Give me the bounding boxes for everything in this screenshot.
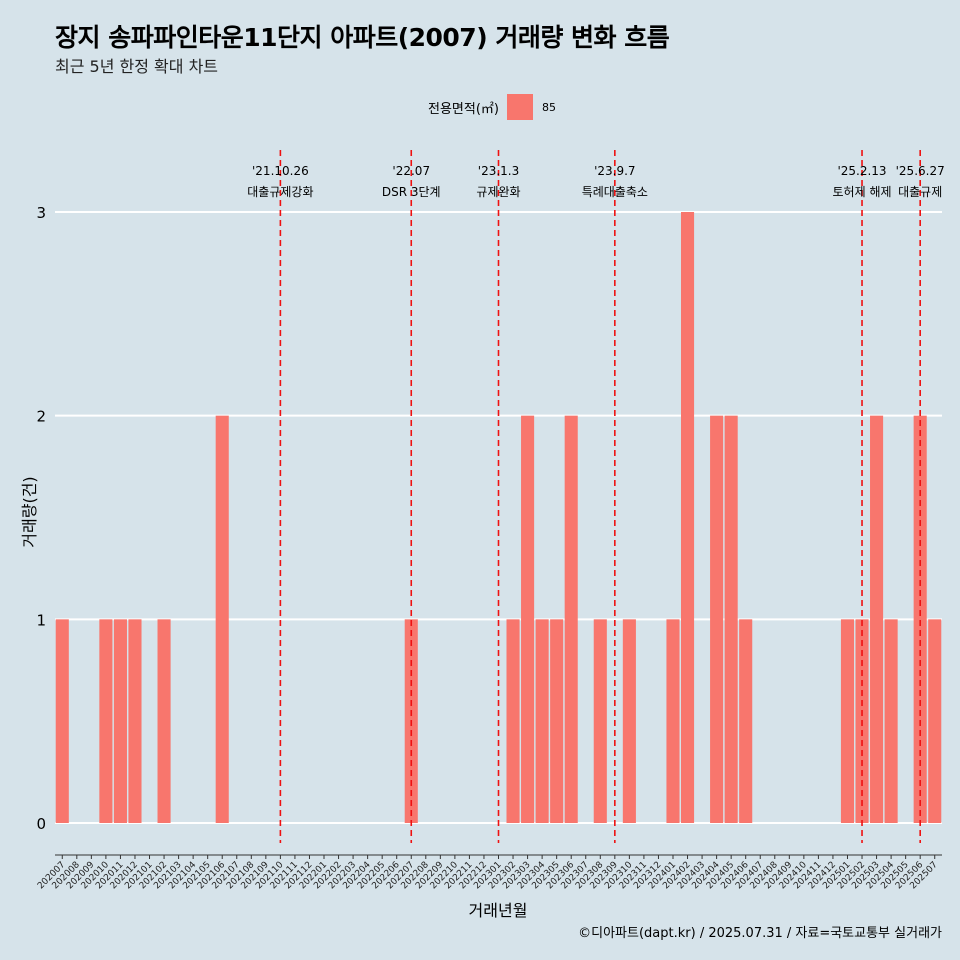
event-label: 대출규제강화 [247,185,313,199]
chart-subtitle: 최근 5년 한정 확대 차트 [55,57,219,76]
bar [215,415,229,823]
event-label: DSR 3단계 [382,185,441,199]
event-date: '22.07 [392,164,430,178]
event-date: '23.9.7 [594,164,635,178]
bar [622,619,636,823]
event-label: 규제완화 [476,185,520,199]
bar [99,619,113,823]
event-date: '25.6.27 [896,164,945,178]
bar [739,619,753,823]
event-label: 토허제 해제 [833,185,892,199]
bar [564,415,578,823]
bar [506,619,520,823]
bar [113,619,127,823]
bar [128,619,142,823]
bar [55,619,69,823]
legend-color-key [506,94,533,120]
bar [535,619,549,823]
y-tick-label: 3 [36,204,46,222]
bar [913,415,927,823]
y-tick-label: 2 [36,408,46,426]
bar [928,619,942,823]
bar [521,415,535,823]
bar [884,619,898,823]
bar [680,212,695,823]
event-date: '23.1.3 [478,164,519,178]
event-date: '25.2.13 [837,164,886,178]
legend: 전용면적(㎡) 85 [428,94,556,120]
bar [666,619,680,823]
x-axis-label: 거래년월 [468,901,528,920]
y-tick-label: 1 [36,611,46,629]
event-date: '21.10.26 [252,164,309,178]
bar [870,415,884,823]
bar [593,619,607,823]
y-tick-label: 0 [36,815,46,833]
bar [724,415,738,823]
event-label: 대출규제 [898,185,942,199]
bar [840,619,855,823]
source-caption: ©디아파트(dapt.kr) / 2025.07.31 / 자료=국토교통부 실… [578,926,942,941]
event-label: 특례대출축소 [582,185,648,199]
bar [710,415,724,823]
y-axis-label: 거래량(건) [20,476,39,548]
bar [550,619,564,823]
legend-title: 전용면적(㎡) [428,101,499,117]
bar [157,619,171,823]
legend-label: 85 [541,100,556,114]
chart-title: 장지 송파파인타운11단지 아파트(2007) 거래량 변화 흐름 [55,23,670,52]
